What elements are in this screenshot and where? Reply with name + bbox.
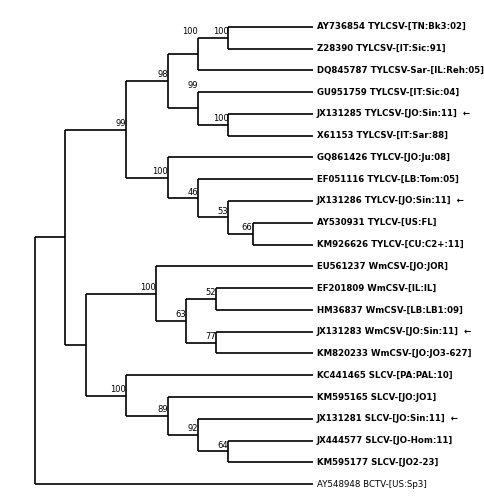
Text: EF051116 TYLCV-[LB:Tom:05]: EF051116 TYLCV-[LB:Tom:05] (317, 174, 458, 184)
Text: KC441465 SLCV-[PA:PAL:10]: KC441465 SLCV-[PA:PAL:10] (317, 370, 452, 380)
Text: 52: 52 (206, 288, 216, 298)
Text: GQ861426 TYLCV-[JO:Ju:08]: GQ861426 TYLCV-[JO:Ju:08] (317, 153, 450, 162)
Text: AY736854 TYLCSV-[TN:Bk3:02]: AY736854 TYLCSV-[TN:Bk3:02] (317, 22, 466, 32)
Text: 53: 53 (218, 206, 228, 216)
Text: 100: 100 (140, 283, 156, 292)
Text: JX131283 WmCSV-[JO:Sin:11]  ←: JX131283 WmCSV-[JO:Sin:11] ← (317, 327, 472, 336)
Text: 46: 46 (188, 188, 198, 196)
Text: AY548948 BCTV-[US:Sp3]: AY548948 BCTV-[US:Sp3] (317, 480, 426, 488)
Text: 99: 99 (188, 82, 198, 90)
Text: 100: 100 (212, 114, 228, 123)
Text: JX131281 SLCV-[JO:Sin:11]  ←: JX131281 SLCV-[JO:Sin:11] ← (317, 414, 459, 424)
Text: 63: 63 (175, 310, 186, 319)
Text: EU561237 WmCSV-[JO:JOR]: EU561237 WmCSV-[JO:JOR] (317, 262, 448, 271)
Text: 100: 100 (110, 385, 126, 394)
Text: KM595177 SLCV-[JO2-23]: KM595177 SLCV-[JO2-23] (317, 458, 438, 467)
Text: KM595165 SLCV-[JO:JO1]: KM595165 SLCV-[JO:JO1] (317, 392, 436, 402)
Text: 100: 100 (182, 27, 198, 36)
Text: JX444577 SLCV-[JO-Hom:11]: JX444577 SLCV-[JO-Hom:11] (317, 436, 453, 445)
Text: 77: 77 (206, 332, 216, 341)
Text: KM926626 TYLCV-[CU:C2+:11]: KM926626 TYLCV-[CU:C2+:11] (317, 240, 463, 249)
Text: DQ845787 TYLCSV-Sar-[IL:Reh:05]: DQ845787 TYLCSV-Sar-[IL:Reh:05] (317, 66, 484, 75)
Text: EF201809 WmCSV-[IL:IL]: EF201809 WmCSV-[IL:IL] (317, 284, 436, 292)
Text: 66: 66 (242, 223, 253, 232)
Text: HM36837 WmCSV-[LB:LB1:09]: HM36837 WmCSV-[LB:LB1:09] (317, 306, 463, 314)
Text: Z28390 TYLCSV-[IT:Sic:91]: Z28390 TYLCSV-[IT:Sic:91] (317, 44, 445, 53)
Text: JX131286 TYLCV-[JO:Sin:11]  ←: JX131286 TYLCV-[JO:Sin:11] ← (317, 196, 465, 205)
Text: 99: 99 (115, 119, 126, 128)
Text: 98: 98 (157, 70, 168, 80)
Text: X61153 TYLCSV-[IT:Sar:88]: X61153 TYLCSV-[IT:Sar:88] (317, 131, 448, 140)
Text: 100: 100 (212, 27, 228, 36)
Text: 92: 92 (188, 424, 198, 434)
Text: 89: 89 (157, 406, 168, 414)
Text: JX131285 TYLCSV-[JO:Sin:11]  ←: JX131285 TYLCSV-[JO:Sin:11] ← (317, 110, 471, 118)
Text: KM820233 WmCSV-[JO:JO3-627]: KM820233 WmCSV-[JO:JO3-627] (317, 349, 471, 358)
Text: 64: 64 (218, 440, 228, 450)
Text: AY530931 TYLCV-[US:FL]: AY530931 TYLCV-[US:FL] (317, 218, 436, 228)
Text: GU951759 TYLCSV-[IT:Sic:04]: GU951759 TYLCSV-[IT:Sic:04] (317, 88, 459, 96)
Text: 100: 100 (152, 167, 168, 176)
